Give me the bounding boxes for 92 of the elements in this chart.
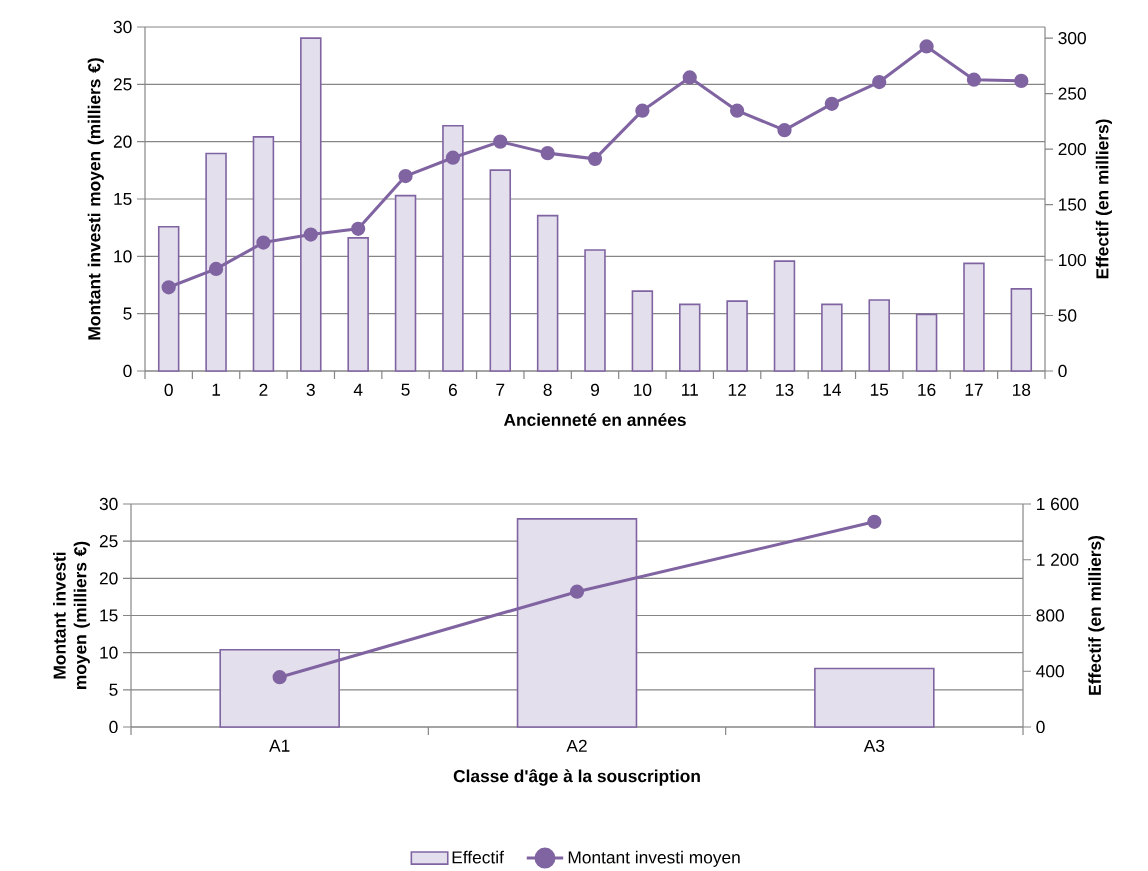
y-tick-label: 10 [114,250,132,263]
x-tick-label: A1 [269,739,290,752]
point [256,235,271,250]
point [569,584,585,599]
y2-tick-label: 0 [1058,365,1067,378]
x-tick-label: 18 [1013,383,1031,397]
x-tick-label: 16 [918,383,936,397]
y-tick-label: 0 [109,721,118,734]
bar [915,313,938,372]
point [493,134,508,149]
point [682,70,697,85]
point [966,72,982,88]
y2-tick-label: 250 [1058,87,1086,100]
y2-tick-label: 200 [1058,143,1086,156]
x-axis-title: Classe d'âge à la souscription [453,769,700,786]
bar [773,260,796,372]
x-tick-label: 3 [306,383,315,397]
y2-tick-label: 1 200 [1037,553,1079,567]
point [867,514,882,530]
y2-tick-label: 150 [1059,198,1086,211]
point [303,227,318,242]
y2-tick-label: 0 [1036,721,1045,734]
x-tick-label: 13 [776,383,794,397]
y-tick-label: 5 [109,683,118,697]
y2-axis-title: Effectif (en milliers) [1088,536,1105,695]
y-tick-label: 15 [114,193,132,206]
bar [821,303,843,372]
point [540,146,555,161]
y-axis-title: Montant investi moyen (milliers €) [53,541,90,690]
y-tick-label: 20 [113,135,132,148]
bar [814,667,935,728]
bar [679,303,701,372]
y-tick-label: 25 [113,78,132,91]
x-tick-label: 8 [543,383,552,397]
x-tick-label: 11 [682,383,698,396]
y-tick-label: 30 [113,21,132,34]
bar [963,262,985,372]
point [1014,73,1029,89]
bar [726,300,748,372]
point [161,280,176,295]
y-tick-label: 10 [100,646,118,659]
x-tick-label: 4 [353,383,363,396]
x-tick-label: 17 [965,383,983,396]
x-tick-label: 2 [259,383,268,396]
bar [1010,288,1033,372]
point [398,169,413,184]
point [872,75,887,90]
point [824,96,839,112]
point [777,123,792,138]
legend-label: Effectif [452,850,504,864]
x-tick-label: 6 [448,383,457,397]
x-tick-label: 0 [164,383,173,397]
x-tick-label: 5 [401,383,410,396]
x-tick-label: 7 [496,383,505,396]
bar [631,290,654,372]
point [919,39,934,54]
x-tick-label: 14 [823,383,841,396]
y2-tick-label: 800 [1036,609,1064,622]
point [587,151,603,167]
y2-tick-label: 300 [1058,32,1086,45]
y-tick-label: 15 [100,609,118,622]
y-tick-label: 25 [99,535,118,548]
y-tick-label: 20 [99,572,118,585]
y-axis-title: Montant investi moyen (milliers €) [87,58,104,340]
point [351,221,366,237]
y2-tick-label: 400 [1036,665,1064,678]
point [272,670,287,685]
x-tick-label: 12 [728,383,746,396]
x-tick-label: 15 [870,383,889,396]
x-axis-title: Ancienneté en années [503,413,686,427]
point [445,150,461,166]
point [208,261,224,277]
y2-tick-label: 50 [1058,309,1077,322]
bar [489,169,512,372]
legend-label: Montant investi moyen [568,850,740,868]
y-tick-label: 0 [123,365,132,378]
x-tick-label: A3 [863,739,885,753]
y2-axis-title: Effectif (en milliers) [1095,119,1112,279]
point [729,103,745,118]
y-tick-label: 5 [123,307,132,320]
point [635,103,650,118]
y2-tick-label: 100 [1059,254,1086,267]
bar [536,214,559,372]
y2-tick-label: 1 600 [1037,498,1079,511]
x-tick-label: 9 [591,383,600,397]
bar [584,249,606,372]
y-tick-label: 30 [99,498,118,511]
bar [394,195,417,372]
x-tick-label: A2 [566,739,587,752]
x-tick-label: 10 [634,383,652,397]
bar [868,299,890,372]
x-tick-label: 1 [212,383,221,396]
